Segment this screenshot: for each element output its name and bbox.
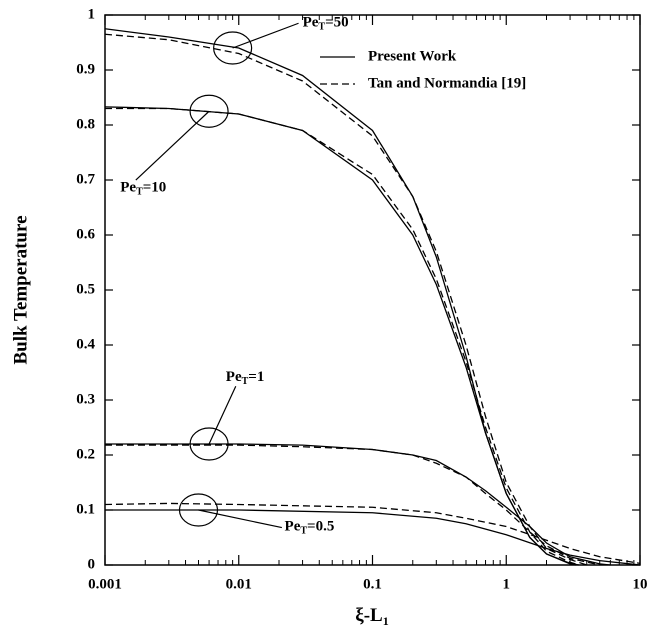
annotation-ellipse [213, 31, 253, 65]
annotation-sub: T [300, 526, 307, 537]
y-tick-label: 0.9 [76, 61, 95, 77]
y-tick-label: 1 [88, 6, 96, 22]
annotation-sub: T [242, 376, 249, 387]
x-axis-title-base: ξ-L [355, 605, 382, 626]
y-tick-label: 0.3 [76, 391, 95, 407]
curve [104, 33, 587, 566]
annotation-base: Pe [285, 519, 301, 535]
curve [105, 444, 600, 566]
x-tick-label: 0.01 [226, 576, 252, 592]
annotation-base: Pe [226, 369, 242, 385]
annotation-label: PeT=0.5 [285, 519, 335, 537]
legend-label: Present Work [368, 48, 457, 64]
curve [104, 106, 576, 566]
annotation-label: PeT=50 [303, 15, 349, 33]
y-tick-label: 0 [88, 556, 96, 572]
y-tick-label: 0.4 [76, 336, 95, 352]
y-axis-title: Bulk Temperature [10, 215, 31, 364]
legend-label: Tan and Normandia [19] [368, 75, 526, 91]
annotation-label: PeT=1 [226, 369, 265, 387]
x-tick-label: 1 [503, 576, 511, 592]
curve [105, 107, 580, 566]
annotation-label: PeT=10 [120, 180, 166, 198]
y-tick-label: 0.8 [76, 116, 95, 132]
x-tick-label: 0.001 [88, 576, 122, 592]
annotation-base: Pe [120, 180, 136, 196]
annotation-rest: =0.5 [307, 519, 334, 535]
curve [105, 509, 641, 566]
annotation-ellipse [189, 427, 229, 461]
plot-frame [104, 14, 641, 566]
x-axis-title-sub: 1 [383, 614, 389, 628]
x-tick-label: 0.1 [363, 576, 382, 592]
annotation-leader [232, 22, 299, 49]
annotation-leader [208, 385, 237, 445]
annotation-leader [198, 509, 282, 529]
annotation-sub: T [136, 187, 143, 198]
y-tick-label: 0.5 [76, 281, 95, 297]
annotation-sub: T [318, 22, 325, 33]
annotation-base: Pe [303, 15, 319, 31]
annotation-rest: =10 [143, 180, 167, 196]
annotation-rest: =1 [248, 369, 264, 385]
annotation-ellipse [178, 493, 219, 527]
annotation-ellipse [189, 94, 229, 128]
y-tick-label: 0.6 [76, 226, 95, 242]
curve [104, 502, 641, 564]
y-tick-label: 0.2 [76, 446, 95, 462]
x-axis-title: ξ-L1 [355, 605, 388, 627]
y-tick-label: 0.7 [76, 171, 95, 187]
y-tick-label: 0.1 [76, 501, 95, 517]
annotation-rest: =50 [325, 15, 349, 31]
annotation-leader [135, 110, 210, 181]
x-tick-label: 10 [633, 576, 648, 592]
